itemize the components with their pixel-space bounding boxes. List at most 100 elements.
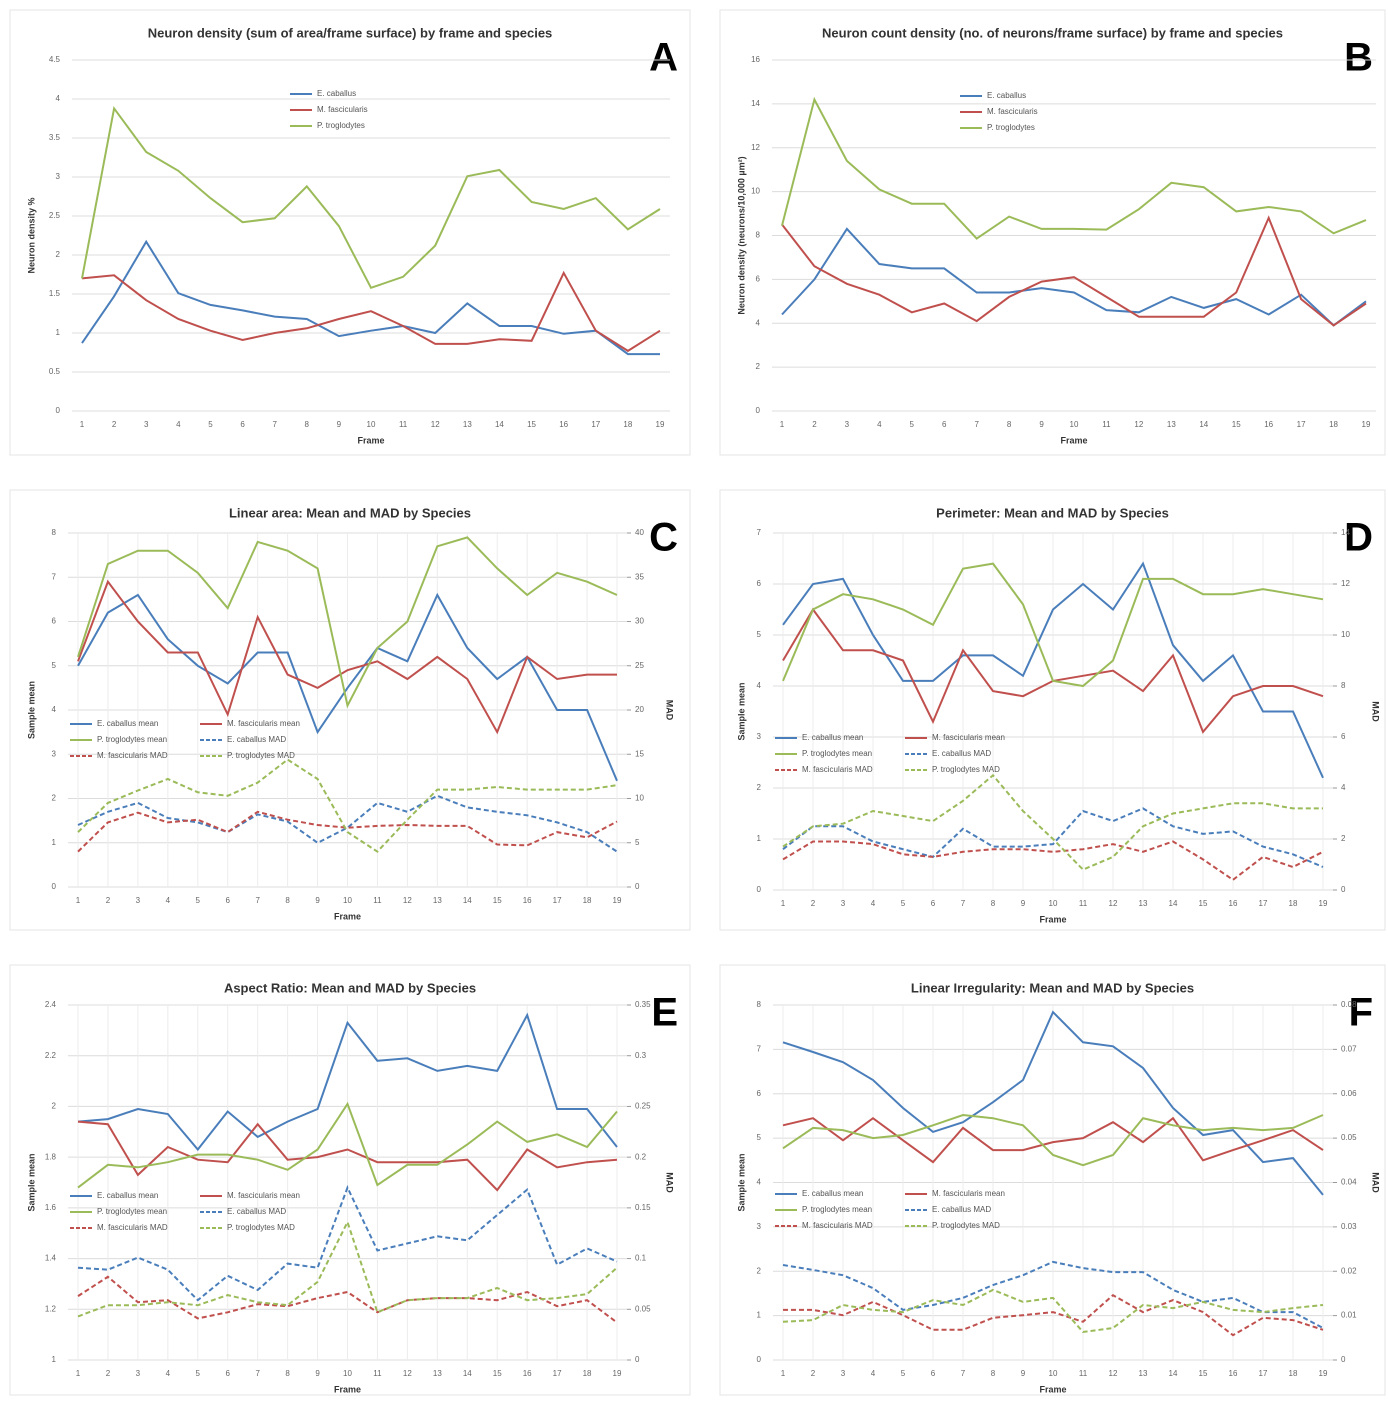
y-tick-label: 1 <box>757 1311 762 1320</box>
chart-panel: Neuron density (sum of area/frame surfac… <box>9 9 691 456</box>
x-tick-label: 3 <box>845 420 850 429</box>
x-tick-label: 5 <box>901 1369 906 1378</box>
panel-frame <box>9 964 691 1396</box>
series-line <box>77 1120 618 1192</box>
x-tick-label: 17 <box>1259 899 1268 908</box>
y-tick-label: 1 <box>757 834 762 843</box>
x-tick-label: 16 <box>1229 1369 1238 1378</box>
x-tick-label: 16 <box>523 1369 532 1378</box>
x-tick-label: 7 <box>961 1369 966 1378</box>
x-tick-label: 16 <box>559 420 568 429</box>
chart-panel: Linear Irregularity: Mean and MAD by Spe… <box>719 964 1386 1396</box>
series-line <box>782 807 1324 868</box>
y2-tick-label: 0.35 <box>635 1000 651 1009</box>
chart-title: Linear area: Mean and MAD by Species <box>229 505 471 520</box>
y2-tick-label: 30 <box>635 617 644 626</box>
y-tick-label: 2 <box>757 783 762 792</box>
x-tick-label: 17 <box>591 420 600 429</box>
x-tick-label: 18 <box>583 1369 592 1378</box>
legend-label: E. caballus MAD <box>227 1207 286 1216</box>
x-tick-label: 11 <box>1079 899 1088 908</box>
legend-label: P. troglodytes mean <box>97 1207 167 1216</box>
x-tick-label: 8 <box>1007 420 1012 429</box>
x-tick-label: 17 <box>1259 1369 1268 1378</box>
y-tick-label: 5 <box>757 630 762 639</box>
y2-tick-label: 14 <box>1341 528 1350 537</box>
x-tick-label: 12 <box>1134 420 1143 429</box>
panel-letter: B <box>1344 36 1373 80</box>
legend-label: E. caballus mean <box>802 1189 863 1198</box>
series-line <box>81 239 660 356</box>
y-tick-label: 2.5 <box>49 211 61 220</box>
x-tick-label: 10 <box>1049 899 1058 908</box>
series-line <box>77 758 618 853</box>
series-line <box>77 536 618 709</box>
series-line <box>77 1219 618 1318</box>
x-tick-label: 10 <box>1049 1369 1058 1378</box>
legend-label: M. fascicularis mean <box>932 1189 1005 1198</box>
x-tick-label: 6 <box>931 899 936 908</box>
x-tick-label: 8 <box>285 896 290 905</box>
x-tick-label: 7 <box>272 420 277 429</box>
x-tick-label: 13 <box>433 896 442 905</box>
y2-tick-label: 40 <box>635 528 644 537</box>
x-tick-label: 18 <box>623 420 632 429</box>
series-line <box>782 562 1324 688</box>
x-tick-label: 13 <box>433 1369 442 1378</box>
series-line <box>783 1293 1324 1337</box>
y-tick-label: 2 <box>757 1266 762 1275</box>
x-tick-label: 5 <box>910 420 915 429</box>
x-tick-label: 2 <box>811 899 816 908</box>
y-axis-label: Sample mean <box>736 1153 746 1211</box>
x-tick-label: 2 <box>811 1369 816 1378</box>
legend-label: P. troglodytes mean <box>802 749 872 758</box>
x-axis-label: Frame <box>334 911 361 921</box>
x-tick-label: 10 <box>343 896 352 905</box>
y-tick-label: 2 <box>52 1102 57 1111</box>
x-tick-label: 3 <box>841 899 846 908</box>
y-tick-label: 8 <box>757 1000 762 1009</box>
x-tick-label: 13 <box>463 420 472 429</box>
x-tick-label: 16 <box>523 896 532 905</box>
x-tick-label: 13 <box>1139 899 1148 908</box>
y-tick-label: 2 <box>56 250 61 259</box>
x-tick-label: 5 <box>196 896 201 905</box>
x-tick-label: 4 <box>871 1369 876 1378</box>
x-tick-label: 15 <box>493 1369 502 1378</box>
x-tick-label: 12 <box>1109 1369 1118 1378</box>
panel-letter: C <box>649 516 678 560</box>
y-tick-label: 4 <box>56 94 61 103</box>
legend-label: E. caballus MAD <box>227 735 286 744</box>
y2-tick-label: 0 <box>1341 1355 1346 1364</box>
x-tick-label: 9 <box>1021 1369 1026 1378</box>
y2-tick-label: 0.2 <box>635 1152 647 1161</box>
x-tick-label: 10 <box>367 420 376 429</box>
y2-tick-label: 10 <box>1341 630 1350 639</box>
y-tick-label: 1.5 <box>49 289 61 298</box>
y2-tick-label: 0.02 <box>1341 1266 1357 1275</box>
chart-panel: Neuron count density (no. of neurons/fra… <box>719 9 1386 456</box>
y-tick-label: 6 <box>757 1089 762 1098</box>
y2-tick-label: 0.01 <box>1341 1311 1357 1320</box>
x-tick-label: 6 <box>240 420 245 429</box>
x-tick-label: 18 <box>583 896 592 905</box>
y-tick-label: 2.2 <box>45 1051 57 1060</box>
legend-label: P. troglodytes MAD <box>227 1223 295 1232</box>
y2-tick-label: 12 <box>1341 579 1350 588</box>
legend-label: E. caballus MAD <box>932 1205 991 1214</box>
y-tick-label: 7 <box>757 528 762 537</box>
x-tick-label: 1 <box>781 899 786 908</box>
x-tick-label: 14 <box>1169 1369 1178 1378</box>
legend-label: E. caballus mean <box>97 719 158 728</box>
y-tick-label: 1 <box>56 328 61 337</box>
y-tick-label: 0 <box>757 1355 762 1364</box>
x-tick-label: 3 <box>136 896 141 905</box>
legend-label: M. fascicularis mean <box>227 1191 300 1200</box>
x-tick-label: 10 <box>1070 420 1079 429</box>
y2-axis-label: MAD <box>1371 701 1381 722</box>
y2-tick-label: 0 <box>635 1355 640 1364</box>
panel-frame <box>719 964 1386 1396</box>
x-tick-label: 13 <box>1167 420 1176 429</box>
x-tick-label: 7 <box>974 420 979 429</box>
